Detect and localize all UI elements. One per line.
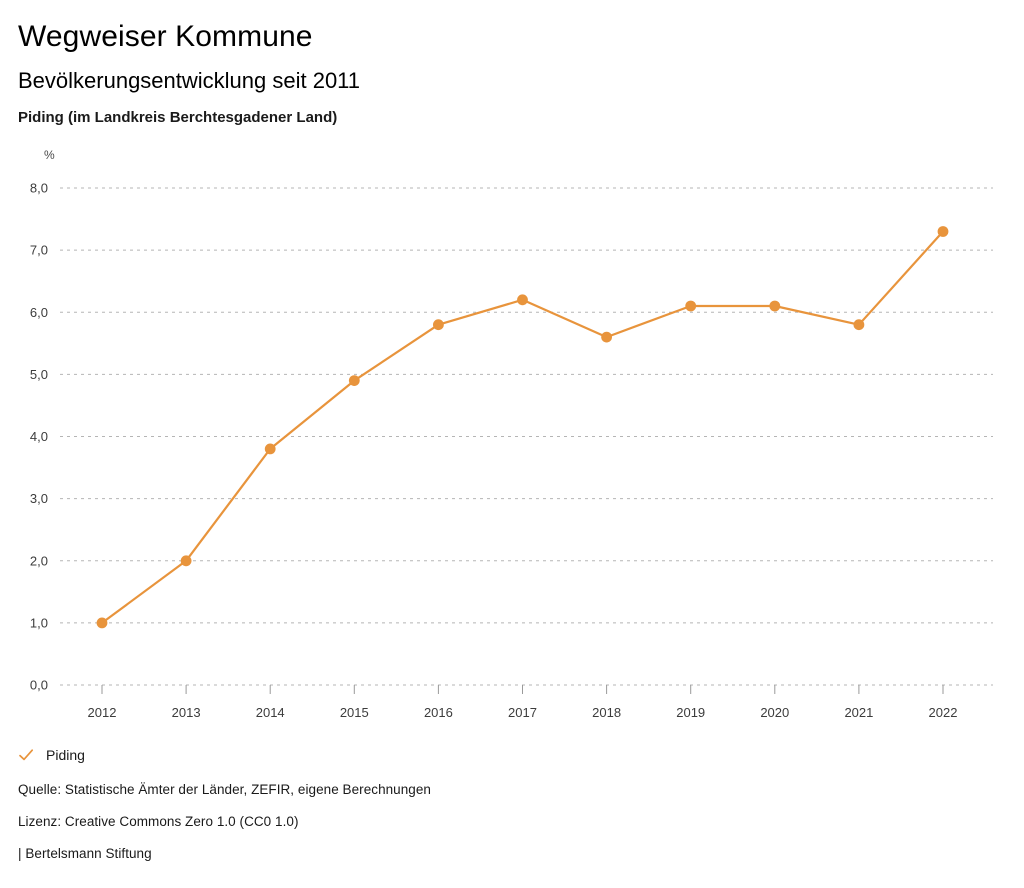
y-axis-tick-label: 5,0 [30, 367, 48, 382]
data-point[interactable] [601, 331, 612, 343]
x-axis-tick-label: 2020 [760, 705, 789, 720]
x-axis-labels-group: 2012 2013 2014 2015 2016 2017 2018 2019 2020 2021… [88, 705, 958, 720]
y-axis-tick-label: 6,0 [30, 305, 48, 320]
legend-item-label: Piding [46, 747, 85, 763]
data-point[interactable] [433, 319, 444, 331]
chart-place-label: Piding (im Landkreis Berchtesgadener Lan… [18, 109, 338, 126]
y-axis-tick-label: 8,0 [30, 181, 48, 196]
page-title: Wegweiser Kommune [18, 20, 313, 53]
data-point[interactable] [96, 617, 108, 629]
y-axis-tick-label: 0,0 [30, 678, 48, 693]
check-icon [19, 749, 34, 761]
x-axis-tick-label: 2019 [676, 705, 705, 720]
x-axis-tick-label: 2016 [424, 705, 453, 720]
chart-container: 8,0 7,0 6,0 5,0 4,0 3,0 2,0 1,0 0,0 2012 2013 2014… [30, 148, 993, 720]
x-axis-tick-label: 2012 [88, 705, 117, 720]
data-point[interactable] [937, 226, 949, 237]
y-axis-tick-label: 3,0 [30, 491, 48, 506]
y-axis-unit-label: % [44, 148, 55, 162]
y-axis-tick-label: 7,0 [30, 243, 48, 258]
data-point[interactable] [180, 555, 192, 567]
data-point[interactable] [685, 300, 697, 312]
footer-source: Quelle: Statistische Ämter der Länder, Z… [18, 782, 431, 797]
header: Wegweiser Kommune Bevölkerungsentwicklun… [18, 0, 361, 126]
x-axis-ticks-group [101, 685, 944, 694]
chart-legend[interactable]: Piding [18, 744, 85, 766]
y-axis-tick-label: 2,0 [30, 553, 48, 568]
x-axis-tick-label: 2017 [508, 705, 537, 720]
x-axis-tick-label: 2021 [844, 705, 873, 720]
footer-publisher: | Bertelsmann Stiftung [18, 846, 152, 861]
x-axis-tick-label: 2015 [340, 705, 369, 720]
footer: Quelle: Statistische Ämter der Länder, Z… [18, 783, 918, 879]
gridlines-group [60, 187, 993, 686]
data-point[interactable] [348, 375, 360, 386]
data-point[interactable] [517, 294, 528, 306]
series-line-piding [100, 230, 945, 625]
y-axis-tick-label: 4,0 [30, 429, 48, 444]
footer-license: Lizenz: Creative Commons Zero 1.0 (CC0 1… [18, 814, 299, 829]
y-axis-labels-group: 8,0 7,0 6,0 5,0 4,0 3,0 2,0 1,0 0,0 [30, 181, 48, 693]
data-point[interactable] [264, 443, 276, 455]
x-axis-tick-label: 2014 [256, 705, 285, 720]
x-axis-tick-label: 2022 [929, 705, 958, 720]
series-points-group [96, 226, 949, 629]
chart-subtitle: Bevölkerungsentwicklung seit 2011 [18, 68, 361, 93]
line-chart: 8,0 7,0 6,0 5,0 4,0 3,0 2,0 1,0 0,0 2012 2013 2014… [30, 148, 993, 720]
data-point[interactable] [853, 319, 865, 331]
data-point[interactable] [769, 300, 781, 312]
x-axis-tick-label: 2013 [172, 705, 201, 720]
y-axis-tick-label: 1,0 [30, 615, 48, 630]
x-axis-tick-label: 2018 [592, 705, 621, 720]
